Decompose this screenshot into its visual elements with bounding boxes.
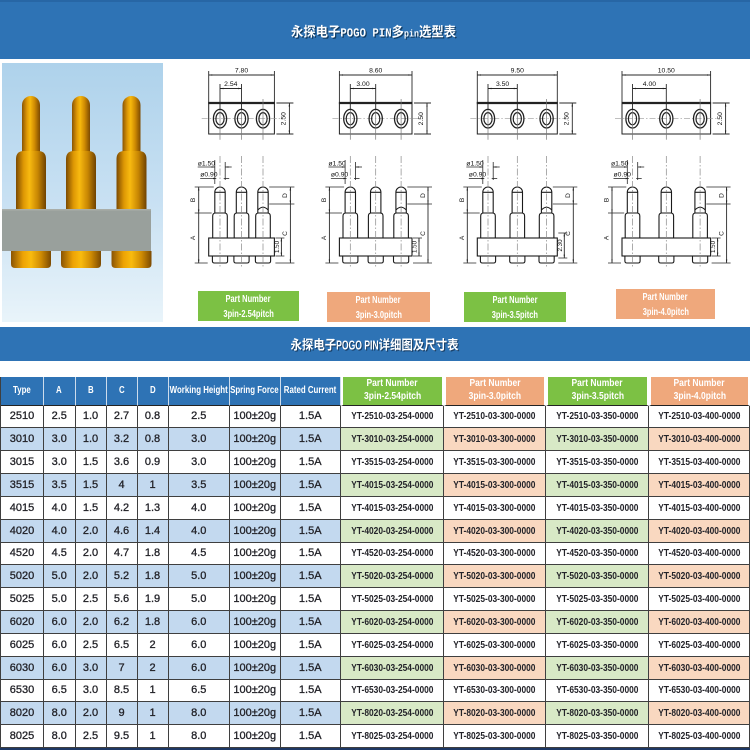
svg-text:C: C <box>718 231 725 236</box>
svg-text:D: D <box>420 193 427 198</box>
svg-text:9.50: 9.50 <box>511 68 524 75</box>
svg-text:A: A <box>604 235 611 240</box>
svg-text:1.50: 1.50 <box>710 240 717 253</box>
svg-text:2.50: 2.50 <box>418 112 425 125</box>
svg-text:B: B <box>459 198 466 202</box>
svg-text:1.50: 1.50 <box>274 240 281 253</box>
svg-text:ø0.90: ø0.90 <box>469 172 487 179</box>
svg-text:ø1.50: ø1.50 <box>611 161 629 168</box>
svg-text:3.00: 3.00 <box>356 81 369 88</box>
svg-text:1.50: 1.50 <box>412 240 419 253</box>
svg-text:2.50: 2.50 <box>564 112 571 125</box>
svg-text:2.50: 2.50 <box>717 112 724 125</box>
svg-text:ø1.50: ø1.50 <box>466 161 484 168</box>
svg-text:C: C <box>565 231 572 236</box>
svg-text:8.60: 8.60 <box>369 68 382 75</box>
svg-text:A: A <box>190 235 197 240</box>
svg-text:D: D <box>565 193 572 198</box>
svg-text:B: B <box>321 198 328 202</box>
svg-text:C: C <box>282 231 289 236</box>
svg-text:A: A <box>321 235 328 240</box>
svg-text:ø1.50: ø1.50 <box>328 161 346 168</box>
svg-text:ø0.90: ø0.90 <box>614 172 632 179</box>
svg-text:2.50: 2.50 <box>281 112 288 125</box>
svg-text:7.80: 7.80 <box>235 68 248 75</box>
svg-text:A: A <box>459 235 466 240</box>
svg-text:ø0.90: ø0.90 <box>200 172 218 179</box>
svg-text:D: D <box>718 193 725 198</box>
svg-text:D: D <box>282 193 289 198</box>
svg-text:10.50: 10.50 <box>658 68 675 75</box>
svg-text:B: B <box>604 198 611 202</box>
svg-text:C: C <box>420 231 427 236</box>
svg-text:2.30: 2.30 <box>557 239 564 252</box>
svg-text:2.54: 2.54 <box>224 81 237 88</box>
svg-text:3.50: 3.50 <box>496 81 509 88</box>
svg-text:4.00: 4.00 <box>643 81 656 88</box>
svg-text:ø0.90: ø0.90 <box>331 172 349 179</box>
svg-text:ø1.50: ø1.50 <box>198 161 216 168</box>
svg-text:B: B <box>190 198 197 202</box>
